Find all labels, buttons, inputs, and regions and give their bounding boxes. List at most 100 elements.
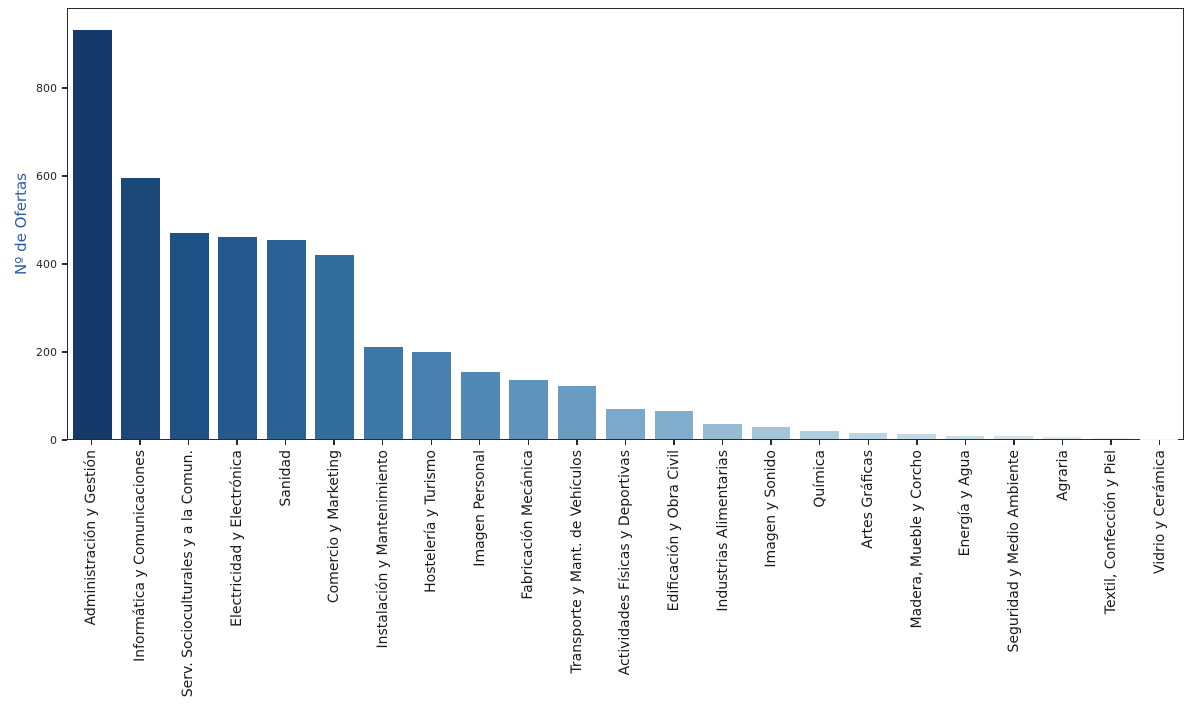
bar-slot — [650, 9, 698, 439]
x-label-slot: Serv. Socioculturales y a la Comun. — [164, 450, 213, 697]
bar-slot — [795, 9, 843, 439]
x-tick-label: Artes Gráficas — [860, 450, 877, 549]
x-tick-mark — [867, 440, 870, 445]
x-tick-label: Edificación y Obra Civil — [666, 450, 683, 612]
x-label-slot: Transporte y Mant. de Vehículos — [553, 450, 602, 697]
x-tick-mark — [1061, 440, 1064, 445]
x-label-slot: Química — [795, 450, 844, 697]
bar — [509, 380, 548, 439]
bar — [994, 435, 1033, 439]
x-tick-mark — [90, 440, 92, 445]
y-tick-label: 0 — [50, 433, 57, 447]
bar-slot — [456, 9, 504, 439]
x-tick-label: Textil, Confección y Piel — [1103, 450, 1120, 615]
x-tick-label: Electricidad y Electrónica — [228, 450, 245, 627]
y-tick-label: 400 — [36, 257, 57, 271]
bar-slot — [698, 9, 746, 439]
x-tick-label: Serv. Socioculturales y a la Comun. — [180, 450, 197, 698]
x-label-slot: Textil, Confección y Piel — [1087, 450, 1136, 697]
bar — [218, 236, 258, 439]
bar-slot — [116, 9, 164, 439]
x-label-slot: Industrias Alimentarias — [698, 450, 747, 697]
bar — [557, 386, 597, 439]
x-label-slot: Electricidad y Electrónica — [213, 450, 262, 697]
bar-slot — [310, 9, 358, 439]
x-tick-mark — [576, 440, 578, 445]
x-tick-label: Hostelería y Turismo — [423, 450, 440, 593]
bar-slot — [601, 9, 649, 439]
x-label-slot: Administración y Gestión — [67, 450, 116, 697]
x-tick-label: Fabricación Mecánica — [520, 450, 537, 600]
bar-slot — [1086, 9, 1134, 439]
x-tick-label: Energía y Agua — [957, 450, 974, 557]
bar-slot — [1038, 9, 1086, 439]
x-tick-mark — [139, 440, 141, 445]
plot-area — [67, 8, 1184, 440]
x-tick-mark — [673, 440, 675, 445]
bar-slot — [262, 9, 310, 439]
x-tick-mark — [721, 440, 724, 445]
bar-slot — [165, 9, 213, 439]
x-tick-mark — [1013, 440, 1015, 445]
bar — [945, 435, 985, 439]
bar — [751, 427, 791, 439]
y-tick-label: 200 — [36, 345, 57, 359]
x-tick-mark — [236, 440, 238, 445]
x-tick-label: Comercio y Marketing — [326, 450, 343, 604]
bar-slot — [359, 9, 407, 439]
bar — [606, 408, 645, 439]
x-tick-label: Agraria — [1054, 450, 1071, 502]
x-tick-label: Industrias Alimentarias — [714, 450, 731, 612]
x-label-slot: Energía y Agua — [941, 450, 990, 697]
x-tick-label: Administración y Gestión — [83, 450, 100, 626]
x-tick-mark — [770, 440, 772, 445]
x-tick-mark — [333, 440, 335, 445]
x-tick-label: Vidrio y Cerámica — [1151, 450, 1168, 574]
x-label-slot: Informática y Comunicaciones — [116, 450, 165, 697]
y-tick-mark — [62, 175, 67, 177]
x-tick-mark — [284, 440, 287, 445]
x-label-slot: Hostelería y Turismo — [407, 450, 456, 697]
bar — [848, 433, 888, 439]
y-tick-label: 800 — [36, 81, 57, 95]
x-tick-label: Seguridad y Medio Ambiente — [1005, 450, 1022, 653]
y-tick-mark — [62, 87, 67, 89]
bar — [460, 371, 500, 439]
x-label-slot: Vidrio y Cerámica — [1135, 450, 1184, 697]
y-tick-mark — [62, 439, 67, 441]
x-tick-mark — [819, 440, 821, 445]
bar — [266, 239, 306, 439]
bar — [169, 232, 209, 439]
bar — [703, 423, 742, 439]
bar-slot — [68, 9, 116, 439]
bar — [1042, 436, 1082, 439]
bar — [315, 255, 355, 439]
x-tick-mark — [624, 440, 627, 445]
bar-slot — [844, 9, 892, 439]
bar-slot — [892, 9, 940, 439]
bar-slot — [504, 9, 552, 439]
x-label-slot: Madera, Mueble y Corcho — [893, 450, 942, 697]
x-tick-mark — [381, 440, 384, 445]
x-tick-label: Madera, Mueble y Corcho — [908, 450, 925, 629]
x-label-slot: Actividades Físicas y Deportivas — [601, 450, 650, 697]
x-tick-mark — [1159, 440, 1161, 445]
bar — [800, 430, 839, 439]
x-tick-label: Transporte y Mant. de Vehículos — [568, 450, 585, 674]
x-tick-mark — [430, 440, 432, 445]
x-label-slot: Seguridad y Medio Ambiente — [990, 450, 1039, 697]
y-tick-mark — [62, 351, 67, 353]
bar-slot — [1135, 9, 1183, 439]
bars-container — [68, 9, 1183, 439]
bar-slot — [213, 9, 261, 439]
bar — [363, 347, 403, 439]
x-tick-label: Imagen y Sonido — [763, 450, 780, 568]
x-tick-mark — [916, 440, 918, 445]
x-tick-label: Informática y Comunicaciones — [131, 450, 148, 662]
x-tick-label: Actividades Físicas y Deportivas — [617, 450, 634, 676]
x-label-slot: Edificación y Obra Civil — [650, 450, 699, 697]
x-label-slot: Imagen y Sonido — [747, 450, 796, 697]
y-tick-mark — [62, 263, 67, 265]
x-tick-label: Química — [811, 450, 828, 508]
